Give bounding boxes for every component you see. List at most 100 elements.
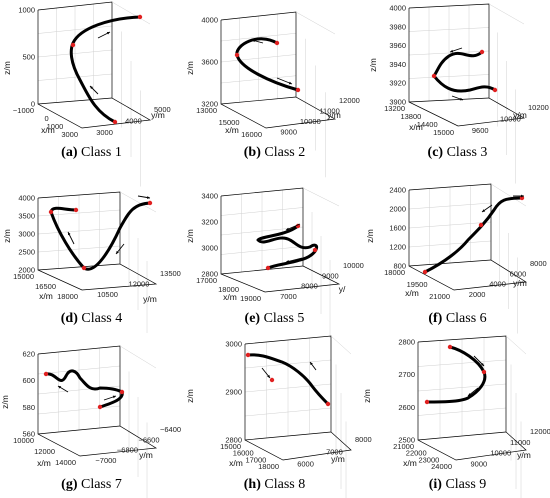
gridline xyxy=(37,245,121,253)
axis-frame xyxy=(37,97,113,105)
gridline xyxy=(37,73,113,81)
z-tick-label: 3900 xyxy=(389,98,406,107)
y-tick-label: 7000 xyxy=(326,447,343,456)
waypoint-marker xyxy=(295,87,301,93)
caption-text: Class 2 xyxy=(260,145,306,160)
y-tick-label: 11000 xyxy=(510,438,530,447)
waypoint-marker xyxy=(422,269,428,275)
waypoint-marker xyxy=(245,352,251,358)
axis-frame xyxy=(220,96,297,105)
waypoint-marker xyxy=(234,52,240,58)
z-axis-label: z/m xyxy=(0,395,10,409)
axis-frame xyxy=(417,431,507,441)
x-tick-label: 18000 xyxy=(384,268,405,277)
x-tick-label: 1000 xyxy=(47,122,64,131)
x-tick-label: 15000 xyxy=(433,128,454,137)
waypoint-marker xyxy=(479,49,485,55)
waypoint-marker xyxy=(137,14,143,20)
axis-frame xyxy=(408,97,490,103)
y-axis-label: y/m xyxy=(331,454,345,464)
axis-frame xyxy=(302,187,340,207)
x-axis-label: x/m xyxy=(41,125,55,135)
x-tick-label: 22000 xyxy=(406,449,427,458)
caption-text: Class 5 xyxy=(260,311,305,326)
z-tick-label: 3000 xyxy=(18,230,35,239)
caption-letter: (f) xyxy=(428,311,443,326)
z-axis-label: z/m xyxy=(185,389,195,403)
axis-frame xyxy=(408,259,492,267)
z-tick-label: 1600 xyxy=(389,224,406,233)
x-tick-label: 15000 xyxy=(13,272,34,281)
y-axis-label: y/m xyxy=(517,450,531,460)
caption-text: Class 6 xyxy=(442,311,487,326)
axis-frame xyxy=(220,11,337,129)
caption-letter: (e) xyxy=(244,311,261,326)
panel-caption: (d) Class 4 xyxy=(0,311,183,327)
y-tick-label: 8000 xyxy=(355,435,372,444)
y-tick-label: 12000 xyxy=(339,96,360,105)
x-tick-label: 23000 xyxy=(418,455,439,464)
caption-letter: (b) xyxy=(243,145,261,160)
y-tick-label: 10500 xyxy=(97,290,118,299)
panel-caption: (h) Class 8 xyxy=(183,477,366,493)
axis-frame xyxy=(220,265,304,275)
z-tick-label: 4000 xyxy=(18,194,35,203)
waypoint-marker xyxy=(147,200,153,206)
panel-caption: (i) Class 9 xyxy=(366,477,549,493)
x-tick-label: 19500 xyxy=(407,280,428,289)
z-axis-label: z/m xyxy=(185,61,195,75)
x-tick-label: 18000 xyxy=(258,462,279,471)
z-tick-label: 620 xyxy=(22,350,35,359)
trajectory-line xyxy=(432,50,497,93)
z-tick-label: 3940 xyxy=(389,60,406,69)
waypoint-marker xyxy=(81,265,87,271)
z-tick-label: 3980 xyxy=(389,22,406,31)
z-tick-label: 3960 xyxy=(389,41,406,50)
z-tick-label: 2500 xyxy=(18,248,35,257)
direction-arrowhead xyxy=(267,374,270,378)
x-tick-label: 16500 xyxy=(35,282,56,291)
waypoint-marker xyxy=(73,207,79,213)
waypoint-marker xyxy=(274,40,280,46)
direction-arrowhead xyxy=(480,362,484,366)
z-tick-label: 2800 xyxy=(398,338,415,347)
y-tick-label: 12000 xyxy=(530,427,550,436)
z-tick-label: 2800 xyxy=(225,436,242,445)
direction-arrowhead xyxy=(58,386,62,389)
x-tick-label: 16000 xyxy=(241,130,262,139)
z-tick-label: 1200 xyxy=(389,243,406,252)
z-tick-label: 3200 xyxy=(201,218,218,227)
x-tick-label: −1000 xyxy=(13,106,34,115)
z-axis-label: z/m xyxy=(185,229,195,243)
x-tick-label: 13800 xyxy=(400,112,421,121)
waypoint-marker xyxy=(519,195,525,201)
z-axis-label: z/m xyxy=(365,229,375,243)
chart-panel-5: 2800 3000 3200 3400 17000 18000 19000 7000 8000 9… xyxy=(183,166,366,338)
y-axis-label: y/m xyxy=(513,278,527,288)
direction-arrowhead xyxy=(482,209,486,212)
axis-frame xyxy=(37,425,121,435)
y-tick-label: 9600 xyxy=(472,126,489,135)
y-tick-label: 8000 xyxy=(301,282,318,291)
y-tick-label: 2000 xyxy=(469,290,486,299)
y-tick-label: 10000 xyxy=(490,449,511,458)
waypoint-marker xyxy=(478,222,484,228)
chart-panel-2: 3200 3600 4000 13000 15000 16000 9000 10000 1100… xyxy=(183,0,366,178)
caption-text: Class 3 xyxy=(443,145,488,160)
y-tick-label: 13500 xyxy=(160,269,181,278)
chart-panel-3: 3900 3920 3940 3960 3980 4000 13200 13800 14400 1… xyxy=(366,0,549,184)
waypoint-marker xyxy=(431,73,437,79)
axis-frame xyxy=(111,1,151,25)
caption-text: Class 7 xyxy=(77,477,122,492)
trajectory-line xyxy=(49,201,152,271)
waypoint-marker xyxy=(492,87,498,93)
x-tick-label: 15000 xyxy=(219,118,240,127)
chart-panel-6: 800 1200 1600 2000 2400 18000 19500 21000 2000 40… xyxy=(365,166,549,334)
caption-letter: (h) xyxy=(243,477,261,492)
z-tick-label: 3000 xyxy=(225,340,242,349)
waypoint-marker xyxy=(447,344,453,350)
z-tick-label: 3920 xyxy=(389,79,406,88)
chart-panel-7: 560 580 600 620 10000 12000 14000 −7000 −6800 −66… xyxy=(0,332,183,498)
waypoint-marker xyxy=(70,42,76,48)
